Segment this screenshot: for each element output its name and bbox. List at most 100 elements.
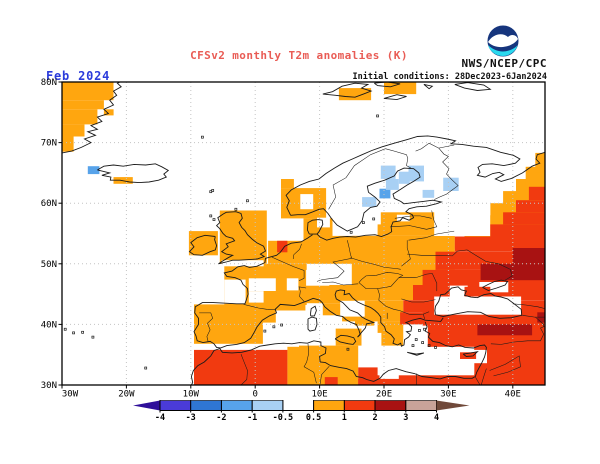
small-island: [201, 135, 204, 139]
colorbar-segment: [313, 400, 345, 411]
lon-label: 30E: [440, 390, 456, 400]
lat-label: 50N: [41, 260, 57, 270]
small-island: [144, 366, 148, 370]
anomaly-cell-w: [248, 291, 264, 303]
anomaly-cell-r: [528, 186, 545, 201]
anomaly-cell-r: [460, 352, 477, 359]
small-island: [411, 344, 415, 347]
anomaly-cell-o: [335, 328, 362, 346]
anomaly-cell-w: [318, 315, 335, 332]
lon-label: 40E: [505, 390, 521, 400]
coastline: [285, 135, 545, 216]
coastline: [215, 211, 267, 265]
anomaly-fill-layer: [62, 82, 545, 385]
small-island: [280, 323, 283, 327]
coastline: [434, 286, 523, 319]
anomaly-cell-w: [317, 217, 330, 228]
anomaly-cell-o: [287, 345, 359, 385]
colorbar-segment: [405, 400, 437, 411]
country-border: [243, 304, 276, 311]
anomaly-cell-l: [385, 179, 399, 190]
country-border: [423, 314, 425, 319]
lon-label: 0: [252, 390, 257, 400]
coastline: [190, 321, 487, 385]
anomaly-cell-l: [398, 171, 410, 184]
anomaly-cell-w: [434, 296, 522, 315]
anomaly-cell-r: [516, 200, 545, 213]
country-border: [328, 148, 386, 210]
country-border: [426, 210, 438, 230]
anomaly-cell-o: [103, 109, 114, 116]
small-island: [246, 199, 249, 203]
anomaly-cell-w: [306, 269, 330, 286]
country-border: [407, 249, 468, 257]
lon-label: 10E: [311, 390, 327, 400]
small-island: [376, 114, 379, 118]
anomaly-cell-w: [434, 200, 491, 236]
country-border: [358, 272, 404, 289]
country-border: [398, 273, 438, 292]
anomaly-cell-o: [322, 303, 343, 316]
small-island: [346, 347, 350, 351]
colorbar-arrow-left: [133, 400, 160, 411]
coastline: [334, 289, 444, 347]
anomaly-cell-o: [377, 321, 404, 346]
coastline: [334, 334, 357, 345]
coastline-layer: [62, 82, 545, 385]
anomaly-cell-d: [537, 312, 545, 323]
country-border: [303, 343, 317, 384]
coastline: [407, 351, 425, 356]
colorbar-segment: [159, 400, 192, 411]
small-island: [72, 331, 75, 335]
colorbar-segment: [221, 400, 253, 411]
country-border: [401, 298, 436, 303]
anomaly-cell-d: [480, 263, 545, 281]
country-border: [240, 354, 248, 385]
anomaly-cell-o: [338, 88, 372, 101]
lat-label: 40N: [41, 320, 57, 330]
colorbar-label: 0.5: [306, 413, 321, 423]
initial-conditions-label: Initial conditions: 28Dec2023-6Jan2024: [353, 71, 547, 82]
chart-title: CFSv2 monthly T2m anomalies (K): [190, 49, 408, 62]
anomaly-cell-w: [300, 194, 314, 210]
country-border: [319, 366, 330, 384]
country-border: [298, 286, 307, 302]
small-island: [423, 327, 426, 331]
colorbar-label: -3: [186, 413, 196, 423]
anomaly-cell-w: [286, 278, 299, 291]
country-border: [350, 257, 401, 270]
anomaly-cell-l: [422, 189, 435, 198]
country-border: [292, 243, 302, 260]
coastline: [423, 83, 434, 90]
small-island: [81, 330, 84, 334]
small-island: [272, 325, 276, 329]
coastline: [188, 234, 218, 256]
anomaly-cell-w: [479, 282, 509, 293]
anomaly-cell-o: [384, 82, 417, 95]
anomaly-cell-o: [377, 212, 436, 236]
graticule-layer: [62, 82, 545, 385]
anomaly-cell-l: [380, 165, 396, 179]
colorbar-label: 3: [403, 413, 408, 423]
coastline: [307, 316, 318, 332]
country-border: [434, 147, 459, 200]
anomaly-cell-w: [224, 279, 246, 304]
anomaly-cell-w: [221, 260, 264, 267]
colorbar-arrow-right: [436, 400, 470, 411]
anomaly-cell-r: [277, 240, 288, 253]
lat-label: 30N: [41, 381, 57, 391]
coastline: [462, 350, 479, 357]
country-border: [385, 148, 412, 169]
country-border: [377, 288, 400, 311]
small-island: [421, 341, 424, 344]
country-border: [322, 281, 359, 286]
anomaly-cell-o: [62, 100, 104, 110]
country-border: [415, 373, 418, 385]
anomaly-cell-o: [219, 210, 267, 264]
colorbar-segment: [190, 400, 222, 411]
anomaly-cell-o: [188, 231, 218, 256]
small-island: [414, 338, 418, 341]
anomaly-cell-o: [535, 152, 545, 173]
small-island: [362, 221, 365, 224]
